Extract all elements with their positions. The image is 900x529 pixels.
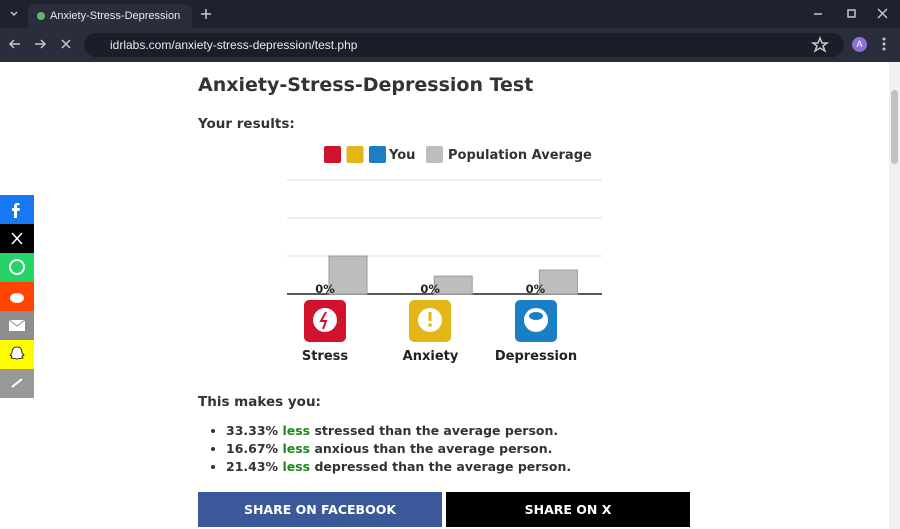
- legend-swatch: [324, 146, 341, 163]
- button-label: SHARE ON X: [524, 502, 612, 517]
- value-label: 0%: [315, 282, 335, 296]
- share-x-icon[interactable]: [0, 224, 34, 253]
- comparison: less: [282, 441, 311, 456]
- result-item: 16.67% less anxious than the average per…: [226, 440, 571, 458]
- comparison: less: [282, 459, 311, 474]
- rest: anxious than the average person.: [314, 441, 553, 456]
- profile-avatar[interactable]: A: [852, 37, 867, 52]
- browser-icons: [8, 8, 888, 53]
- percent: 33.33%: [226, 423, 279, 438]
- share-snapchat-icon[interactable]: [0, 340, 34, 369]
- share-facebook-icon[interactable]: [0, 195, 34, 224]
- value-label: 0%: [420, 282, 440, 296]
- legend-label: You: [388, 148, 415, 163]
- scrollbar[interactable]: [889, 62, 900, 529]
- makes-you-heading: This makes you:: [198, 394, 321, 410]
- share-whatsapp-icon[interactable]: [0, 253, 34, 282]
- bar: [538, 269, 578, 295]
- legend-label: Population Average: [448, 148, 592, 163]
- results-heading: Your results:: [198, 116, 295, 132]
- tab[interactable]: Anxiety-Stress-Depression Test: [28, 4, 192, 46]
- result-item: 33.33% less stressed than the average pe…: [226, 422, 571, 440]
- share-facebook-button[interactable]: SHARE ON FACEBOOK: [198, 492, 442, 527]
- legend-swatch: [346, 146, 364, 163]
- category-label: Anxiety: [403, 349, 459, 364]
- bar: [328, 255, 368, 295]
- legend-swatch: [426, 146, 443, 163]
- percent: 21.43%: [226, 459, 279, 474]
- chart: You Population Average 0% Stress 0% Anxiety 0%…: [287, 146, 602, 364]
- address-bar[interactable]: idrlabs.com/anxiety-stress-depression/te…: [84, 33, 844, 57]
- share-sidebar: [0, 195, 34, 398]
- page-title: Anxiety-Stress-Depression Test: [198, 74, 534, 96]
- share-reddit-icon[interactable]: [0, 282, 34, 311]
- percent: 16.67%: [226, 441, 279, 456]
- button-label: SHARE ON FACEBOOK: [243, 502, 397, 517]
- results-list: 33.33% less stressed than the average pe…: [198, 422, 571, 476]
- share-x-button[interactable]: SHARE ON X: [446, 492, 690, 527]
- legend-swatch: [369, 146, 386, 163]
- comparison: less: [282, 423, 311, 438]
- bar: [433, 275, 473, 295]
- share-link-icon[interactable]: [0, 369, 34, 398]
- rest: depressed than the average person.: [314, 459, 572, 474]
- category-label: Stress: [302, 349, 349, 364]
- rest: stressed than the average person.: [314, 423, 559, 438]
- category-label: Depression: [495, 349, 577, 364]
- share-email-icon[interactable]: [0, 311, 34, 340]
- value-label: 0%: [526, 282, 546, 296]
- category-icons: [304, 300, 557, 342]
- result-item: 21.43% less depressed than the average p…: [226, 458, 571, 476]
